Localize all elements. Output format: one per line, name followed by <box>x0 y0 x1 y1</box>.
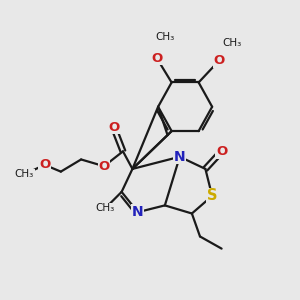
Text: N: N <box>132 205 144 219</box>
Text: CH₃: CH₃ <box>223 38 242 48</box>
Text: N: N <box>174 150 185 164</box>
Text: O: O <box>213 54 224 67</box>
Text: CH₃: CH₃ <box>96 203 115 213</box>
Text: O: O <box>98 160 110 173</box>
Text: O: O <box>108 121 119 134</box>
Text: O: O <box>151 52 162 64</box>
Text: O: O <box>216 145 227 158</box>
Text: CH₃: CH₃ <box>155 32 175 41</box>
Text: S: S <box>207 188 217 203</box>
Text: O: O <box>39 158 50 171</box>
Text: CH₃: CH₃ <box>15 169 34 179</box>
